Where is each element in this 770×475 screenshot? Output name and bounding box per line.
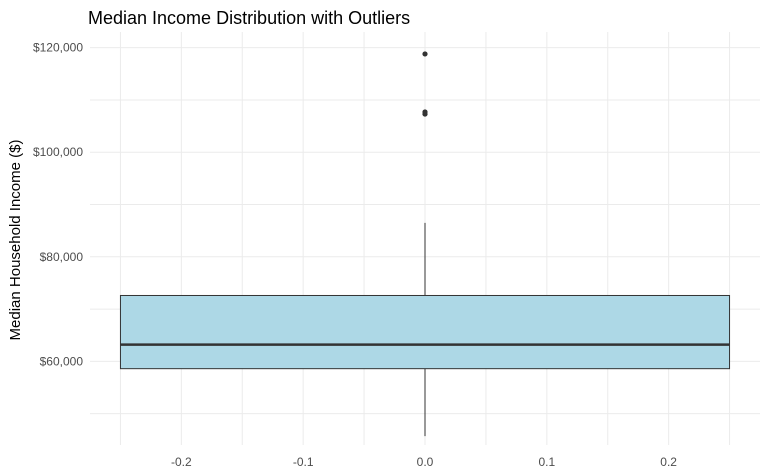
y-tick-label: $100,000 (33, 145, 83, 159)
chart-title: Median Income Distribution with Outliers (88, 8, 410, 28)
y-tick-label: $120,000 (33, 41, 83, 55)
y-tick-labels: $60,000 $80,000 $100,000 $120,000 (33, 41, 83, 369)
y-axis-title: Median Household Income ($) (7, 140, 24, 341)
x-tick-label: -0.2 (171, 455, 192, 469)
x-tick-labels: -0.2 -0.1 0.0 0.1 0.2 (171, 455, 677, 469)
x-tick-label: 0.1 (538, 455, 555, 469)
y-tick-label: $60,000 (40, 354, 84, 368)
x-tick-label: 0.0 (417, 455, 434, 469)
box-layer (119, 51, 731, 437)
x-tick-label: -0.1 (293, 455, 314, 469)
x-tick-label: 0.2 (660, 455, 677, 469)
outlier-point (422, 51, 428, 57)
y-tick-label: $80,000 (40, 250, 84, 264)
outlier-point (422, 109, 428, 115)
iqr-box (119, 294, 731, 370)
